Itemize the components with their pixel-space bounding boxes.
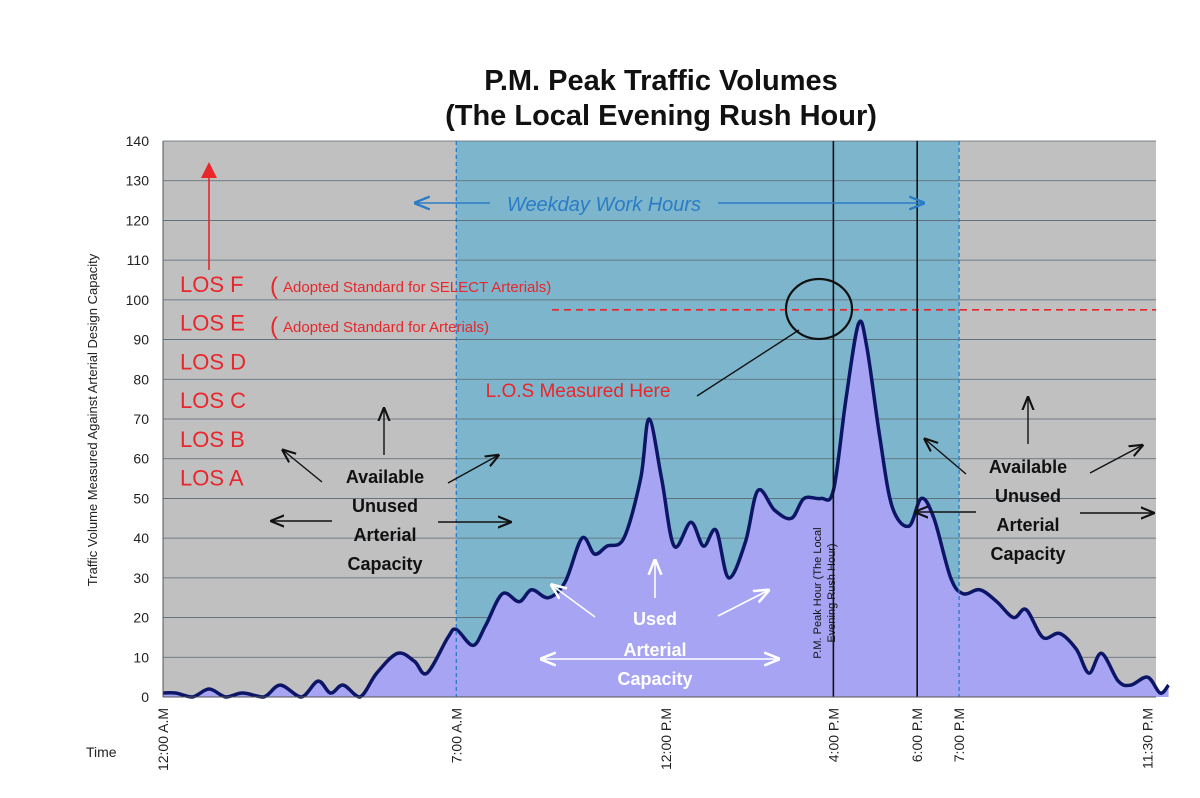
available-right-arrow-upright bbox=[1089, 446, 1141, 474]
peak-hour-label-line-2: Evening Rush Hour) bbox=[826, 543, 838, 642]
available-left-arrow-upleft bbox=[284, 451, 323, 483]
y-tick-label: 30 bbox=[133, 570, 149, 586]
y-tick-label: 120 bbox=[126, 212, 150, 228]
measured-here-label: L.O.S Measured Here bbox=[486, 381, 671, 402]
x-tick-label: 7:00 A.M bbox=[448, 708, 464, 763]
x-tick-label: 12:00 P.M bbox=[658, 708, 674, 770]
available-right-line-4: Capacity bbox=[990, 544, 1065, 564]
y-axis-label: Traffic Volume Measured Against Arterial… bbox=[85, 253, 100, 586]
x-tick-label: 4:00 P.M bbox=[825, 708, 841, 762]
y-tick-label: 60 bbox=[133, 451, 149, 467]
used-line-1: Used bbox=[633, 609, 677, 629]
y-tick-label: 50 bbox=[133, 490, 149, 506]
los-level-label: LOS C bbox=[180, 388, 246, 413]
y-tick-labels: 0 10 20 30 40 50 60 70 80 90 100 110 120 130 140 bbox=[126, 133, 150, 705]
y-tick-label: 130 bbox=[126, 173, 150, 189]
work-hours-label: Weekday Work Hours bbox=[507, 194, 701, 216]
chart-title-line-1: P.M. Peak Traffic Volumes bbox=[484, 65, 838, 97]
used-arrow-upright bbox=[717, 591, 767, 617]
std-select-label: Adopted Standard for SELECT Arterials) bbox=[283, 279, 551, 296]
available-right-arrow-upleft bbox=[926, 440, 967, 475]
std-arterials-label: Adopted Standard for Arterials) bbox=[283, 319, 489, 336]
y-tick-label: 80 bbox=[133, 371, 149, 387]
available-left-line-1: Available bbox=[346, 467, 424, 487]
y-tick-label: 70 bbox=[133, 411, 149, 427]
work-hours-boundaries bbox=[455, 141, 960, 697]
used-line-3: Capacity bbox=[617, 669, 692, 689]
los-level-label: LOS D bbox=[180, 349, 246, 374]
x-tick-labels: 12:00 A.M 7:00 A.M 12:00 P.M 4:00 P.M 6:00 P… bbox=[155, 708, 1156, 771]
peak-hour-boundaries bbox=[832, 141, 918, 697]
y-tick-label: 10 bbox=[133, 649, 149, 665]
y-tick-label: 40 bbox=[133, 530, 149, 546]
used-capacity: Used Arterial Capacity bbox=[543, 562, 777, 689]
chart-title-line-2: (The Local Evening Rush Hour) bbox=[445, 100, 877, 132]
peak-highlight-circle bbox=[784, 277, 854, 341]
los-level-label: LOS E bbox=[180, 311, 245, 336]
available-left-line-2: Unused bbox=[352, 496, 418, 516]
los-level-label: LOS B bbox=[180, 427, 245, 452]
x-tick-label: 12:00 A.M bbox=[155, 708, 171, 771]
available-left-arrow-upright bbox=[447, 456, 497, 484]
available-right-line-3: Arterial bbox=[996, 515, 1059, 535]
available-right-line-1: Available bbox=[989, 457, 1067, 477]
y-tick-label: 110 bbox=[127, 252, 150, 268]
x-tick-label: 7:00 P.M bbox=[951, 708, 967, 762]
x-tick-label: 11:30 P.M bbox=[1140, 708, 1156, 769]
available-right-line-2: Unused bbox=[995, 486, 1061, 506]
y-tick-label: 90 bbox=[133, 332, 149, 348]
peak-hour-label-line-1: P.M. Peak Hour (The Local bbox=[812, 527, 824, 658]
y-tick-label: 0 bbox=[141, 689, 149, 705]
gridlines bbox=[163, 140, 1156, 658]
available-capacity-left: Available Unused Arterial Capacity bbox=[273, 410, 509, 574]
std-select-paren: ( bbox=[270, 273, 278, 300]
used-arrow-upleft bbox=[553, 586, 596, 618]
x-tick-label: 6:00 P.M bbox=[909, 708, 925, 762]
available-left-line-3: Arterial bbox=[353, 525, 416, 545]
x-axis-label: Time bbox=[86, 744, 117, 760]
y-tick-label: 100 bbox=[126, 292, 150, 308]
measured-here-pointer bbox=[696, 329, 800, 397]
available-capacity-right: Available Unused Arterial Capacity bbox=[917, 399, 1152, 564]
traffic-line bbox=[162, 319, 1170, 699]
y-tick-label: 140 bbox=[126, 133, 150, 149]
los-levels: LOS F LOS E LOS D LOS C LOS B LOS A bbox=[180, 272, 246, 491]
available-left-line-4: Capacity bbox=[347, 554, 422, 574]
los-level-label: LOS A bbox=[180, 466, 244, 491]
used-line-2: Arterial bbox=[623, 640, 686, 660]
y-tick-label: 20 bbox=[133, 610, 149, 626]
los-level-label: LOS F bbox=[180, 272, 244, 297]
std-arterials-paren: ( bbox=[270, 313, 278, 340]
